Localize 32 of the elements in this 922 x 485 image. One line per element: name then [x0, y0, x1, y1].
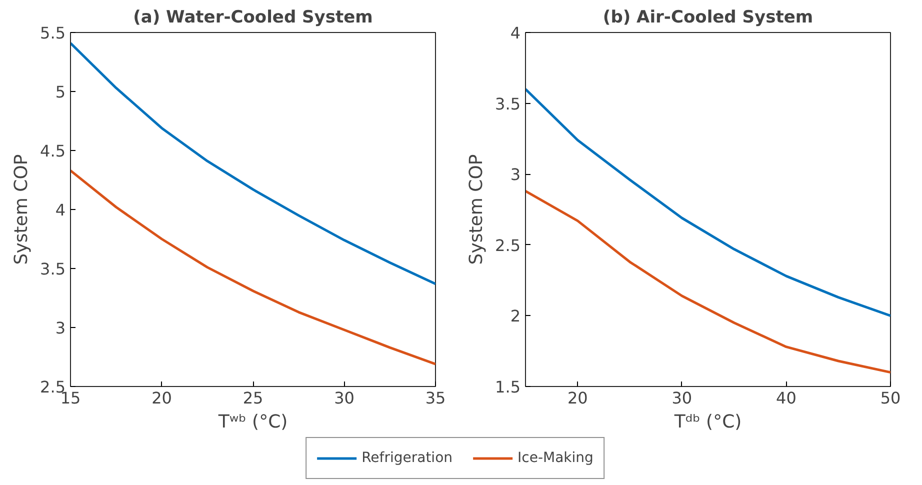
- x-tick-label: 20: [152, 388, 172, 408]
- x-tick-label: 25: [242, 388, 264, 408]
- y-tick-label: 3: [510, 165, 521, 184]
- x-tick-label: 40: [776, 388, 796, 408]
- x-tick-label: 30: [672, 388, 692, 408]
- y-tick-label: 5.5: [40, 24, 66, 42]
- y-axis-title: System COP: [466, 154, 488, 265]
- line-series: [70, 169, 436, 366]
- chart-title: (b) Air-Cooled System: [602, 8, 814, 28]
- x-tick-label: 20: [567, 388, 588, 408]
- y-tick-label: 4.5: [40, 142, 66, 160]
- y-tick-label: 2: [510, 306, 521, 326]
- line-series: [526, 88, 890, 317]
- line-series: [70, 42, 436, 286]
- y-tick-label: 4: [55, 200, 66, 220]
- x-tick-label: 50: [880, 388, 901, 408]
- y-tick-label: 3.5: [40, 260, 66, 278]
- y-tick-label: 4: [510, 24, 521, 42]
- y-axis-title: System COP: [11, 154, 32, 265]
- x-axis-title: Tʷᵇ (°C): [217, 412, 288, 432]
- y-tick-label: 1.5: [495, 378, 521, 396]
- x-tick-label: 35: [425, 388, 446, 408]
- chart-title: (a) Water-Cooled System: [133, 8, 373, 28]
- y-tick-label: 2.5: [495, 236, 521, 255]
- x-tick-label: 30: [334, 388, 354, 408]
- legend-label: Ice-Making: [518, 450, 594, 466]
- y-tick-label: 3.5: [495, 94, 521, 114]
- line-series: [526, 190, 890, 374]
- x-axis-title: Tᵈᵇ (°C): [673, 412, 742, 432]
- y-tick-label: 5: [55, 82, 66, 102]
- y-tick-label: 3: [55, 318, 66, 338]
- legend-label: Refrigeration: [362, 450, 453, 466]
